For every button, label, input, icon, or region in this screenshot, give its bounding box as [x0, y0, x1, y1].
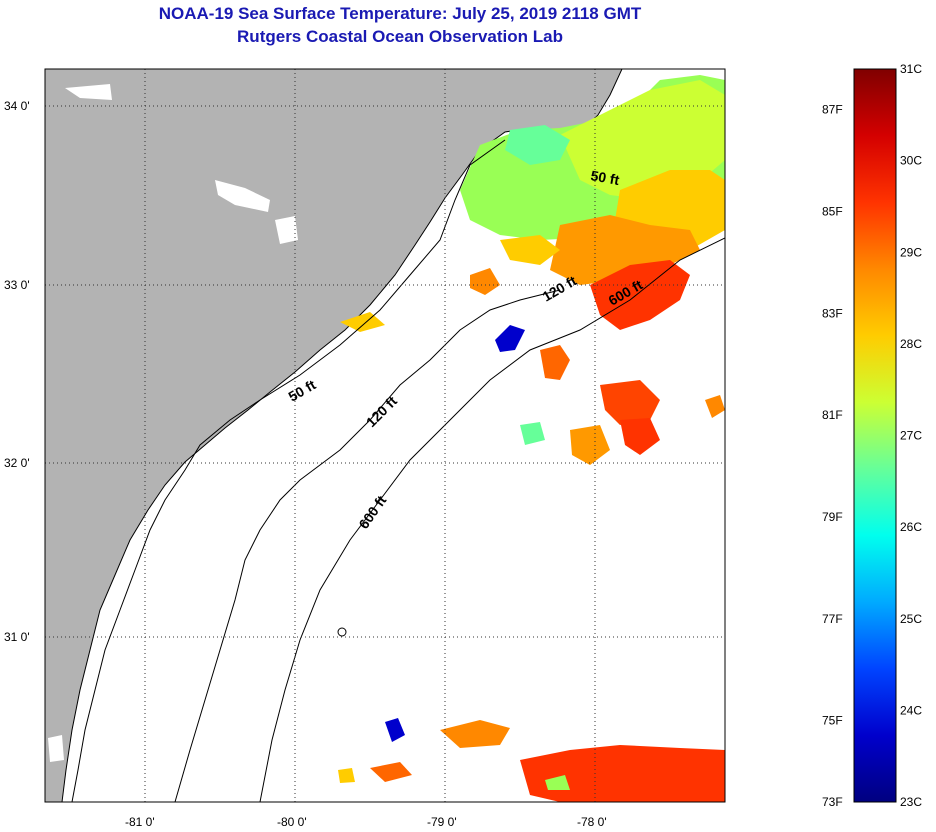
contour-label-50ft-north: 50 ft [589, 167, 620, 188]
map-frame [44, 68, 726, 803]
colorbar-fahrenheit-label: 85F [822, 205, 843, 219]
colorbar-celsius-label: 25C [900, 612, 922, 626]
colorbar-celsius-label: 26C [900, 520, 922, 534]
colorbar-fahrenheit-label: 73F [822, 795, 843, 809]
lon-label-80: -80 0' [277, 815, 307, 829]
lon-label-81: -81 0' [125, 815, 155, 829]
isobath-contours [71, 139, 725, 802]
map-subtitle: Rutgers Coastal Ocean Observation Lab [237, 27, 563, 46]
colorbar-celsius-labels: 31C 30C 29C 28C 27C 26C 25C 24C 23C [900, 62, 922, 809]
colorbar-fahrenheit-label: 79F [822, 510, 843, 524]
contour-600ft [259, 237, 725, 802]
inland-water [48, 84, 298, 762]
colorbar-fahrenheit-label: 81F [822, 408, 843, 422]
colorbar-celsius-label: 31C [900, 62, 922, 76]
sst-data [338, 75, 725, 802]
colorbar-celsius-label: 24C [900, 703, 922, 717]
contour-50ft [71, 139, 506, 802]
contour-120ft [174, 289, 561, 802]
lat-label-34: 34 0' [4, 99, 30, 113]
lat-label-32: 32 0' [4, 456, 30, 470]
colorbar-celsius-label: 28C [900, 337, 922, 351]
colorbar [853, 68, 897, 803]
lon-label-79: -79 0' [427, 815, 457, 829]
colorbar-fahrenheit-labels: 87F 85F 83F 81F 79F 77F 75F 73F [822, 103, 843, 809]
colorbar-celsius-label: 23C [900, 795, 922, 809]
lon-label-78: -78 0' [577, 815, 607, 829]
lat-label-33: 33 0' [4, 278, 30, 292]
colorbar-celsius-label: 29C [900, 245, 922, 259]
colorbar-fahrenheit-label: 83F [822, 306, 843, 320]
lat-label-31: 31 0' [4, 630, 30, 644]
colorbar-celsius-label: 30C [900, 154, 922, 168]
map-title: NOAA-19 Sea Surface Temperature: July 25… [158, 4, 642, 23]
colorbar-celsius-label: 27C [900, 429, 922, 443]
colorbar-fahrenheit-label: 87F [822, 103, 843, 117]
colorbar-fahrenheit-label: 75F [822, 714, 843, 728]
colorbar-fahrenheit-label: 77F [822, 612, 843, 626]
grid [45, 69, 725, 802]
